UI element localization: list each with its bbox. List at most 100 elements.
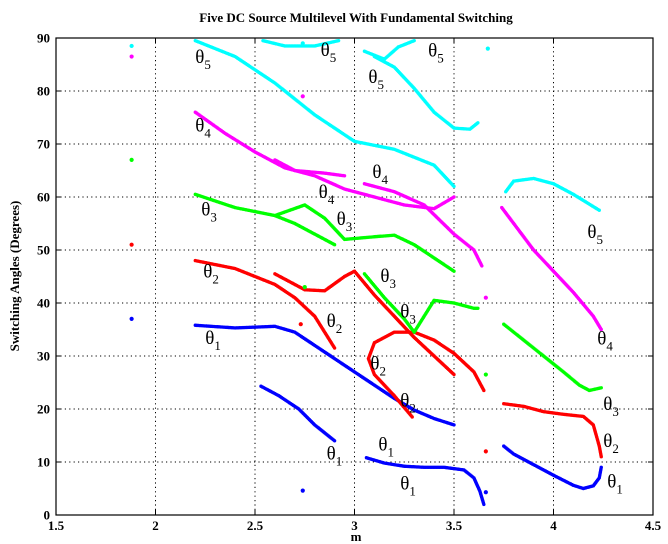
y-tick-label: 80 xyxy=(37,84,50,99)
theta-symbol: θ xyxy=(607,471,616,492)
theta-symbol: θ xyxy=(597,328,606,349)
theta-label: θ5 xyxy=(587,222,603,247)
data-point xyxy=(332,439,337,443)
theta-label: θ5 xyxy=(321,40,337,65)
y-tick-label: 70 xyxy=(37,137,50,152)
theta-label: θ4 xyxy=(195,115,211,140)
y-tick-label: 20 xyxy=(37,402,50,417)
isolated-point xyxy=(483,295,488,300)
theta-subscript: 4 xyxy=(328,192,335,207)
isolated-point xyxy=(129,43,134,49)
theta-subscript: 5 xyxy=(204,57,211,72)
x-tick-label: 1.5 xyxy=(48,518,65,533)
series-1 xyxy=(129,316,603,507)
data-point xyxy=(452,195,456,199)
series-curve xyxy=(193,110,456,211)
theta-label: θ2 xyxy=(603,431,619,456)
data-point xyxy=(452,269,456,273)
data-point xyxy=(452,184,456,189)
theta-subscript: 5 xyxy=(437,51,444,66)
theta-subscript: 3 xyxy=(389,276,396,291)
theta-subscript: 5 xyxy=(330,50,337,65)
data-point xyxy=(412,38,416,43)
theta-label: θ3 xyxy=(400,301,416,326)
theta-subscript: 4 xyxy=(606,338,613,353)
series-curve xyxy=(502,322,603,393)
theta-symbol: θ xyxy=(400,474,409,495)
theta-subscript: 1 xyxy=(387,444,394,459)
series-curve xyxy=(500,205,603,332)
theta-subscript: 4 xyxy=(382,172,389,187)
y-tick-label: 60 xyxy=(37,190,50,205)
series-curve xyxy=(193,192,337,247)
theta-subscript: 2 xyxy=(336,321,343,336)
isolated-point xyxy=(485,46,490,51)
theta-subscript: 1 xyxy=(214,338,221,353)
series-curve xyxy=(504,176,601,212)
x-tick-label: 3 xyxy=(351,518,358,533)
theta-subscript: 2 xyxy=(212,272,219,287)
theta-label: θ5 xyxy=(368,67,384,92)
x-axis-label: m xyxy=(351,529,362,544)
theta-subscript: 2 xyxy=(409,400,416,415)
theta-subscript: 2 xyxy=(612,441,619,456)
data-point xyxy=(482,502,486,507)
x-tick-label: 4 xyxy=(550,518,557,533)
theta-subscript: 2 xyxy=(380,363,387,378)
theta-label: θ1 xyxy=(327,443,343,468)
theta-subscript: 3 xyxy=(210,210,217,225)
isolated-point xyxy=(300,94,305,99)
series-curve xyxy=(273,158,347,178)
series-curve xyxy=(193,38,456,189)
series-curve xyxy=(412,330,486,393)
theta-label: θ5 xyxy=(195,47,211,72)
theta-label: θ2 xyxy=(400,390,416,415)
theta-symbol: θ xyxy=(327,443,336,464)
series-curve xyxy=(193,258,337,350)
series-curve xyxy=(259,384,337,443)
data-point xyxy=(599,327,603,332)
series-curve xyxy=(372,54,480,131)
theta-subscript: 3 xyxy=(409,311,416,326)
theta-symbol: θ xyxy=(205,328,214,349)
series-2 xyxy=(129,242,603,459)
theta-symbol: θ xyxy=(372,162,381,183)
series-curve xyxy=(261,38,341,48)
series-curve xyxy=(273,203,456,273)
data-series xyxy=(129,38,603,507)
y-axis-label: Switching Angles (Degrees) xyxy=(7,201,22,352)
isolated-point xyxy=(129,157,134,162)
theta-symbol: θ xyxy=(370,353,379,374)
theta-symbol: θ xyxy=(203,262,212,283)
theta-subscript: 3 xyxy=(346,219,353,234)
isolated-point xyxy=(483,449,488,454)
theta-symbol: θ xyxy=(587,222,596,243)
series-curve xyxy=(502,402,603,459)
y-tick-labels: 0 10 20 30 40 50 60 70 80 90 xyxy=(37,31,50,523)
theta-symbol: θ xyxy=(400,390,409,411)
y-tick-label: 30 xyxy=(37,349,50,364)
x-tick-labels: 1.5 2 2.5 3 3.5 4 4.5 xyxy=(48,518,662,533)
data-point xyxy=(332,346,337,350)
series-curve xyxy=(362,272,480,334)
data-point xyxy=(476,121,480,125)
y-tick-label: 0 xyxy=(44,508,51,523)
theta-symbol: θ xyxy=(380,266,389,287)
theta-label: θ2 xyxy=(327,311,343,336)
grid-lines xyxy=(56,38,653,515)
data-point xyxy=(332,243,337,247)
theta-symbol: θ xyxy=(400,301,409,322)
isolated-point xyxy=(129,54,134,59)
series-curve xyxy=(193,323,456,427)
theta-subscript: 3 xyxy=(612,404,619,419)
data-point xyxy=(482,388,486,393)
data-point xyxy=(480,264,484,268)
data-point xyxy=(342,174,347,178)
data-point xyxy=(597,208,601,212)
isolated-point xyxy=(129,242,134,247)
theta-label: θ1 xyxy=(378,434,394,459)
data-point xyxy=(410,415,414,419)
data-point xyxy=(599,455,603,459)
theta-label: θ3 xyxy=(380,266,396,291)
